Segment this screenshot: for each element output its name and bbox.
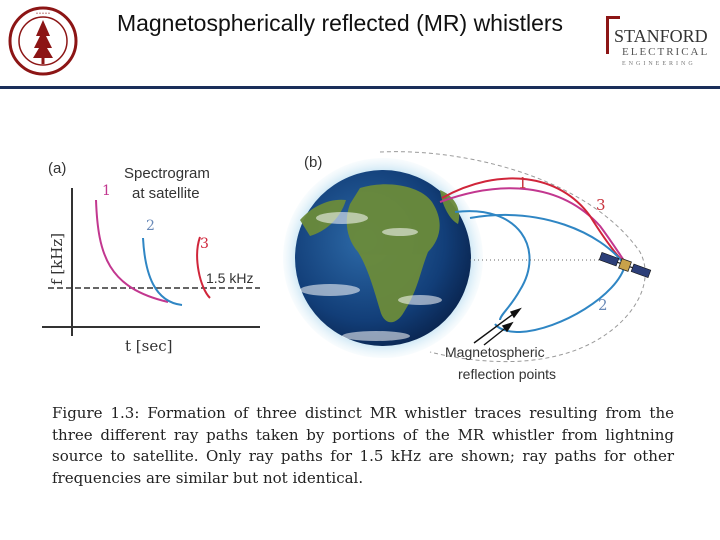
- stanford-electrical-engineering-logo: STANFORD ELECTRICAL ENGINEERING: [600, 10, 716, 70]
- header-divider: [0, 86, 720, 89]
- satellite-icon: [598, 251, 652, 279]
- trace-1: [95, 199, 169, 303]
- panel-a-label: (a): [48, 160, 66, 177]
- trace-3: [196, 236, 211, 299]
- slide-title: Magnetospherically reflected (MR) whistl…: [116, 10, 564, 36]
- path-3-label: 3: [596, 196, 606, 214]
- figure-caption: Figure 1.3: Formation of three distinct …: [52, 404, 674, 487]
- reflection-label-line2: reflection points: [458, 366, 556, 382]
- panel-a-spectrogram: (a) Spectrogram at satellite f [kHz] t […: [42, 160, 260, 355]
- x-axis-label: t [sec]: [125, 337, 172, 355]
- trace-2-label: 2: [146, 218, 155, 234]
- path-1-label: 1: [518, 174, 528, 192]
- trace-2: [142, 237, 183, 306]
- ray-path-3: [441, 177, 626, 265]
- plasmasphere-boundary: [379, 151, 646, 363]
- freq-label: 1.5 kHz: [206, 270, 253, 286]
- spectrogram-heading-line2: at satellite: [132, 185, 200, 202]
- earth-clouds: [300, 212, 442, 341]
- logo-stanford-text: STANFORD: [614, 26, 708, 46]
- panel-b-ray-paths: (b): [283, 151, 652, 382]
- spectrogram-heading-line1: Spectrogram: [124, 165, 210, 182]
- svg-text:• • • • •: • • • • •: [36, 12, 50, 17]
- stanford-seal-logo: • • • • •: [8, 6, 78, 76]
- reflection-point-arrows: [473, 307, 522, 346]
- ray-path-2: [469, 214, 627, 334]
- logo-engineering-text: ENGINEERING: [622, 61, 696, 67]
- trace-3-label: 3: [200, 236, 209, 252]
- trace-1-label: 1: [102, 183, 111, 199]
- logo-electrical-text: ELECTRICAL: [622, 46, 709, 58]
- y-axis-label: f [kHz]: [48, 233, 66, 285]
- path-2-label: 2: [598, 296, 608, 314]
- reflection-label-line1: Magnetospheric: [445, 344, 545, 360]
- panel-b-label: (b): [304, 154, 322, 171]
- mr-whistler-figure: (a) Spectrogram at satellite f [kHz] t […: [42, 151, 652, 382]
- ray-path-1: [439, 187, 626, 263]
